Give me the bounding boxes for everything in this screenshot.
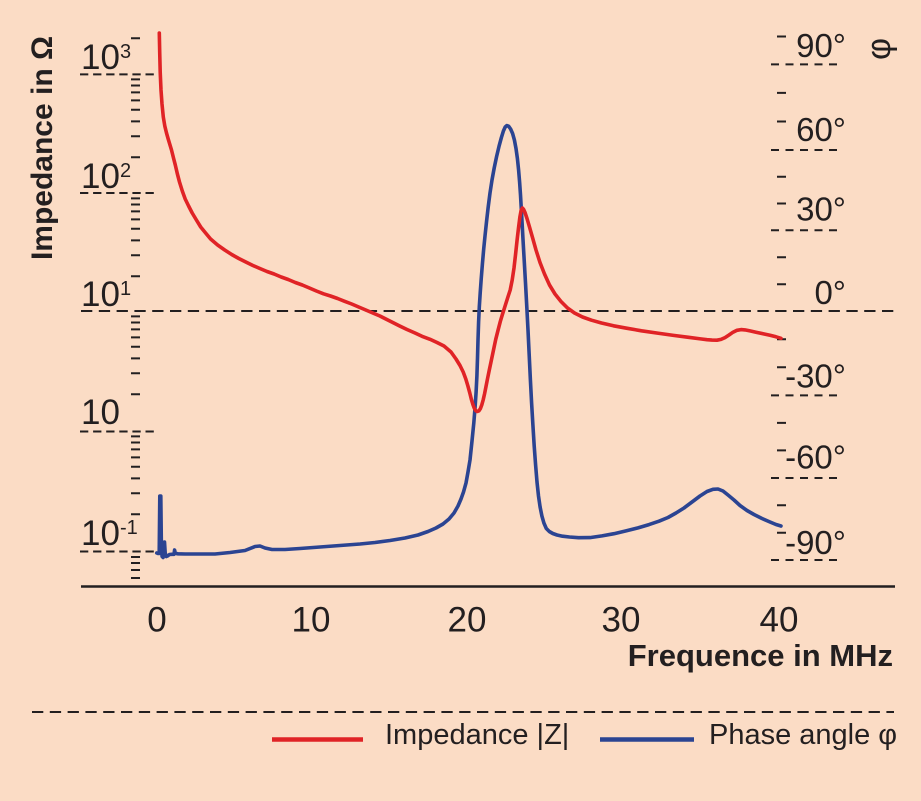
svg-text:10: 10 <box>292 601 331 640</box>
svg-text:-30°: -30° <box>785 358 846 395</box>
svg-text:-90°: -90° <box>785 524 846 561</box>
svg-text:φ: φ <box>860 38 898 60</box>
svg-text:Frequence in MHz: Frequence in MHz <box>628 638 893 673</box>
svg-text:103: 103 <box>81 38 131 77</box>
svg-text:-60°: -60° <box>785 439 846 476</box>
svg-text:90°: 90° <box>796 27 846 64</box>
svg-text:0°: 0° <box>814 274 846 311</box>
svg-text:60°: 60° <box>796 111 846 148</box>
svg-text:0: 0 <box>147 601 166 640</box>
svg-text:Phase angle φ: Phase angle φ <box>709 719 897 751</box>
svg-text:30: 30 <box>602 601 641 640</box>
svg-text:40: 40 <box>760 601 799 640</box>
svg-text:10: 10 <box>81 393 120 432</box>
svg-text:Impedance |Z|: Impedance |Z| <box>385 719 569 751</box>
svg-text:30°: 30° <box>796 191 846 228</box>
svg-text:Impedance in Ω: Impedance in Ω <box>26 36 59 260</box>
svg-text:20: 20 <box>448 601 487 640</box>
